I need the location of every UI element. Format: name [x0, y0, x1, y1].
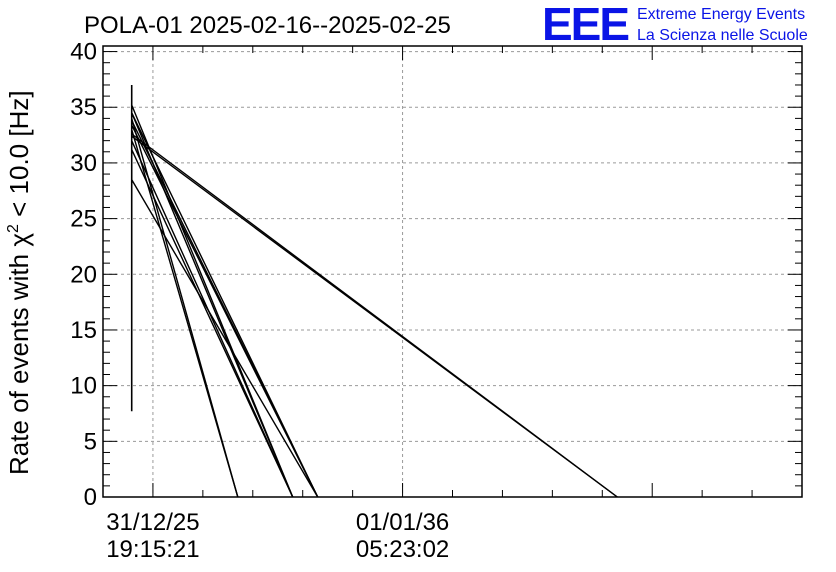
eee-logo-text: EEE [542, 0, 628, 50]
y-tick-label: 20 [70, 261, 97, 288]
axes [102, 45, 803, 498]
y-tick-label: 0 [84, 484, 97, 511]
series-line-2 [131, 133, 618, 498]
y-tick-label: 35 [70, 94, 97, 121]
brand-line-2: La Scienza nelle Scuole [637, 27, 808, 44]
y-tick-label: 30 [70, 150, 97, 177]
y-tick-label: 5 [84, 428, 97, 455]
brand-line-1: Extreme Energy Events [637, 6, 805, 23]
series-line-9 [131, 149, 294, 498]
x-tick-label-time: 05:23:02 [356, 536, 449, 563]
x-tick-label-date: 31/12/25 [106, 509, 199, 536]
y-tick-label: 15 [70, 317, 97, 344]
series-line-12 [131, 179, 319, 498]
y-tick-label: 40 [70, 39, 97, 66]
series-line-11 [131, 129, 239, 498]
x-tick-label-time: 19:15:21 [106, 536, 199, 563]
y-axis-label: Rate of events with χ2 < 10.0 [Hz] [4, 90, 34, 475]
x-tick-label-date: 01/01/36 [356, 509, 449, 536]
y-tick-label: 25 [70, 206, 97, 233]
y-axis-label-suffix: < 10.0 [Hz] [4, 90, 34, 224]
series-line-7 [131, 112, 294, 498]
eee-logo: EEE Extreme Energy Events La Scienza nel… [542, 0, 808, 50]
y-axis-label-sup: 2 [5, 224, 22, 233]
y-tick-label: 10 [70, 373, 97, 400]
y-axis-label-prefix: Rate of events with χ [4, 233, 34, 475]
chart-title: POLA-01 2025-02-16--2025-02-25 [84, 12, 451, 39]
series-group [130, 84, 618, 498]
